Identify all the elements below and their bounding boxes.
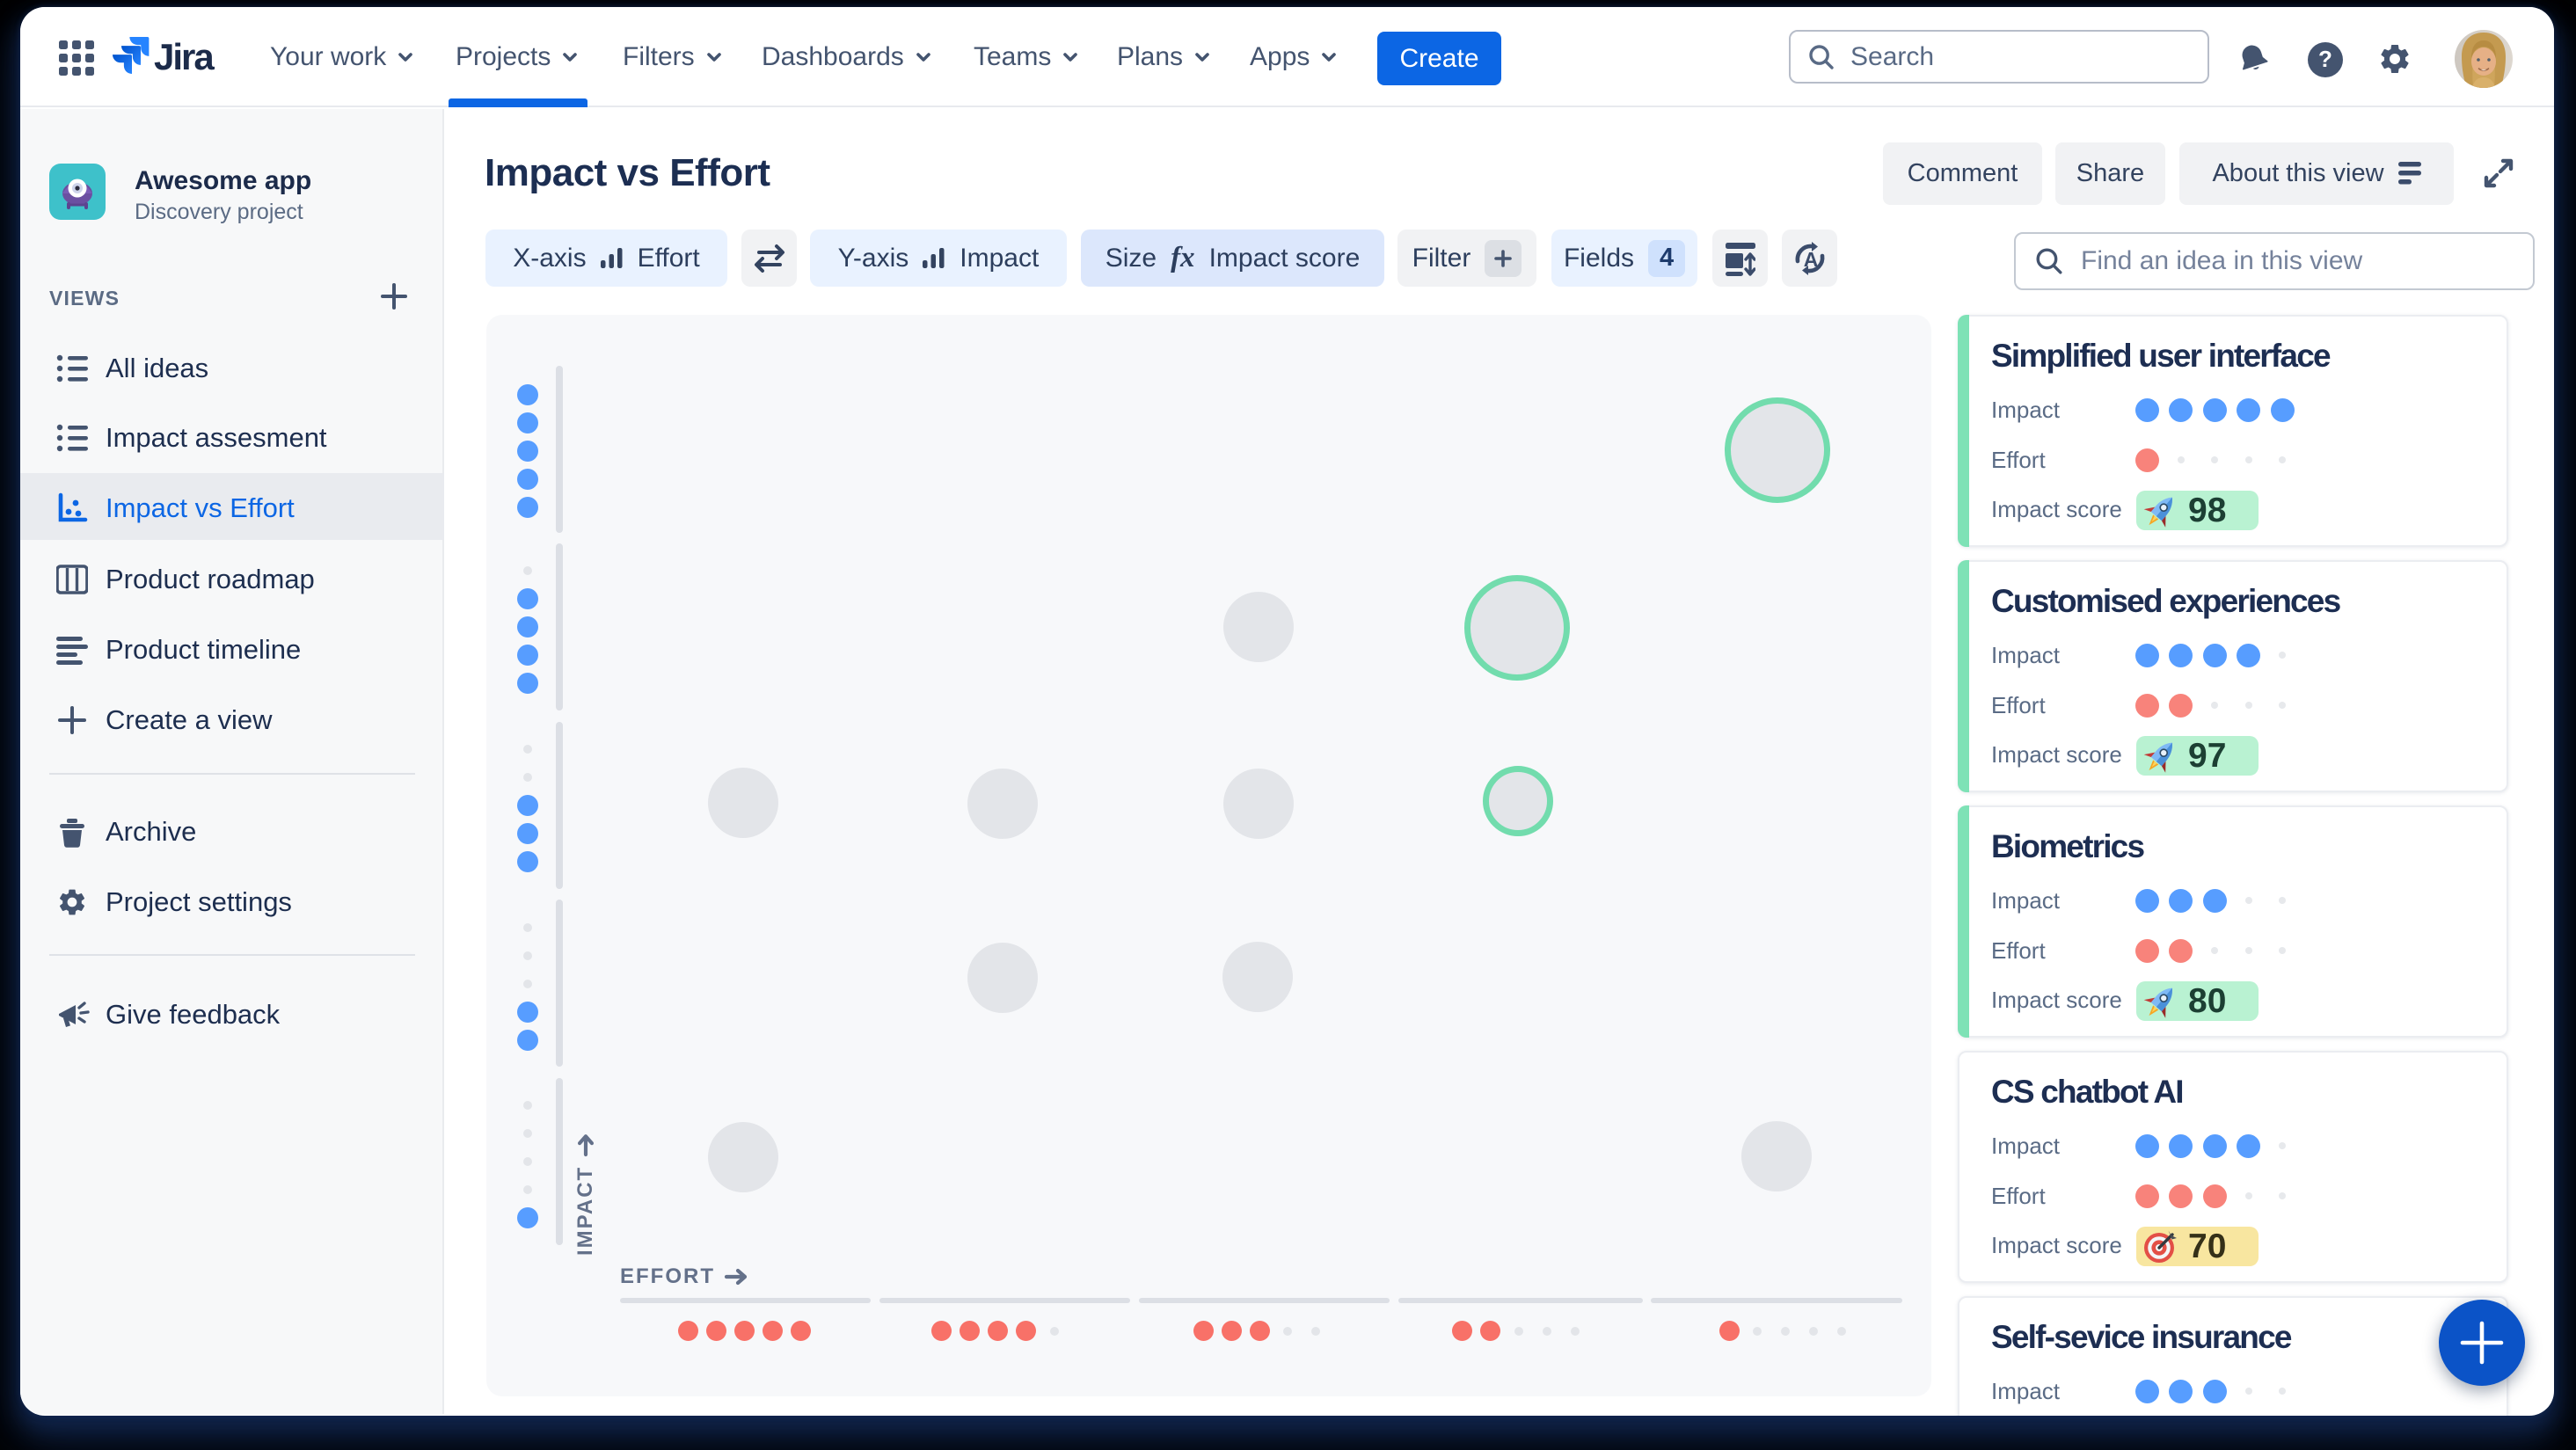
svg-text:A: A (1803, 248, 1818, 271)
svg-text:?: ? (2318, 46, 2332, 72)
